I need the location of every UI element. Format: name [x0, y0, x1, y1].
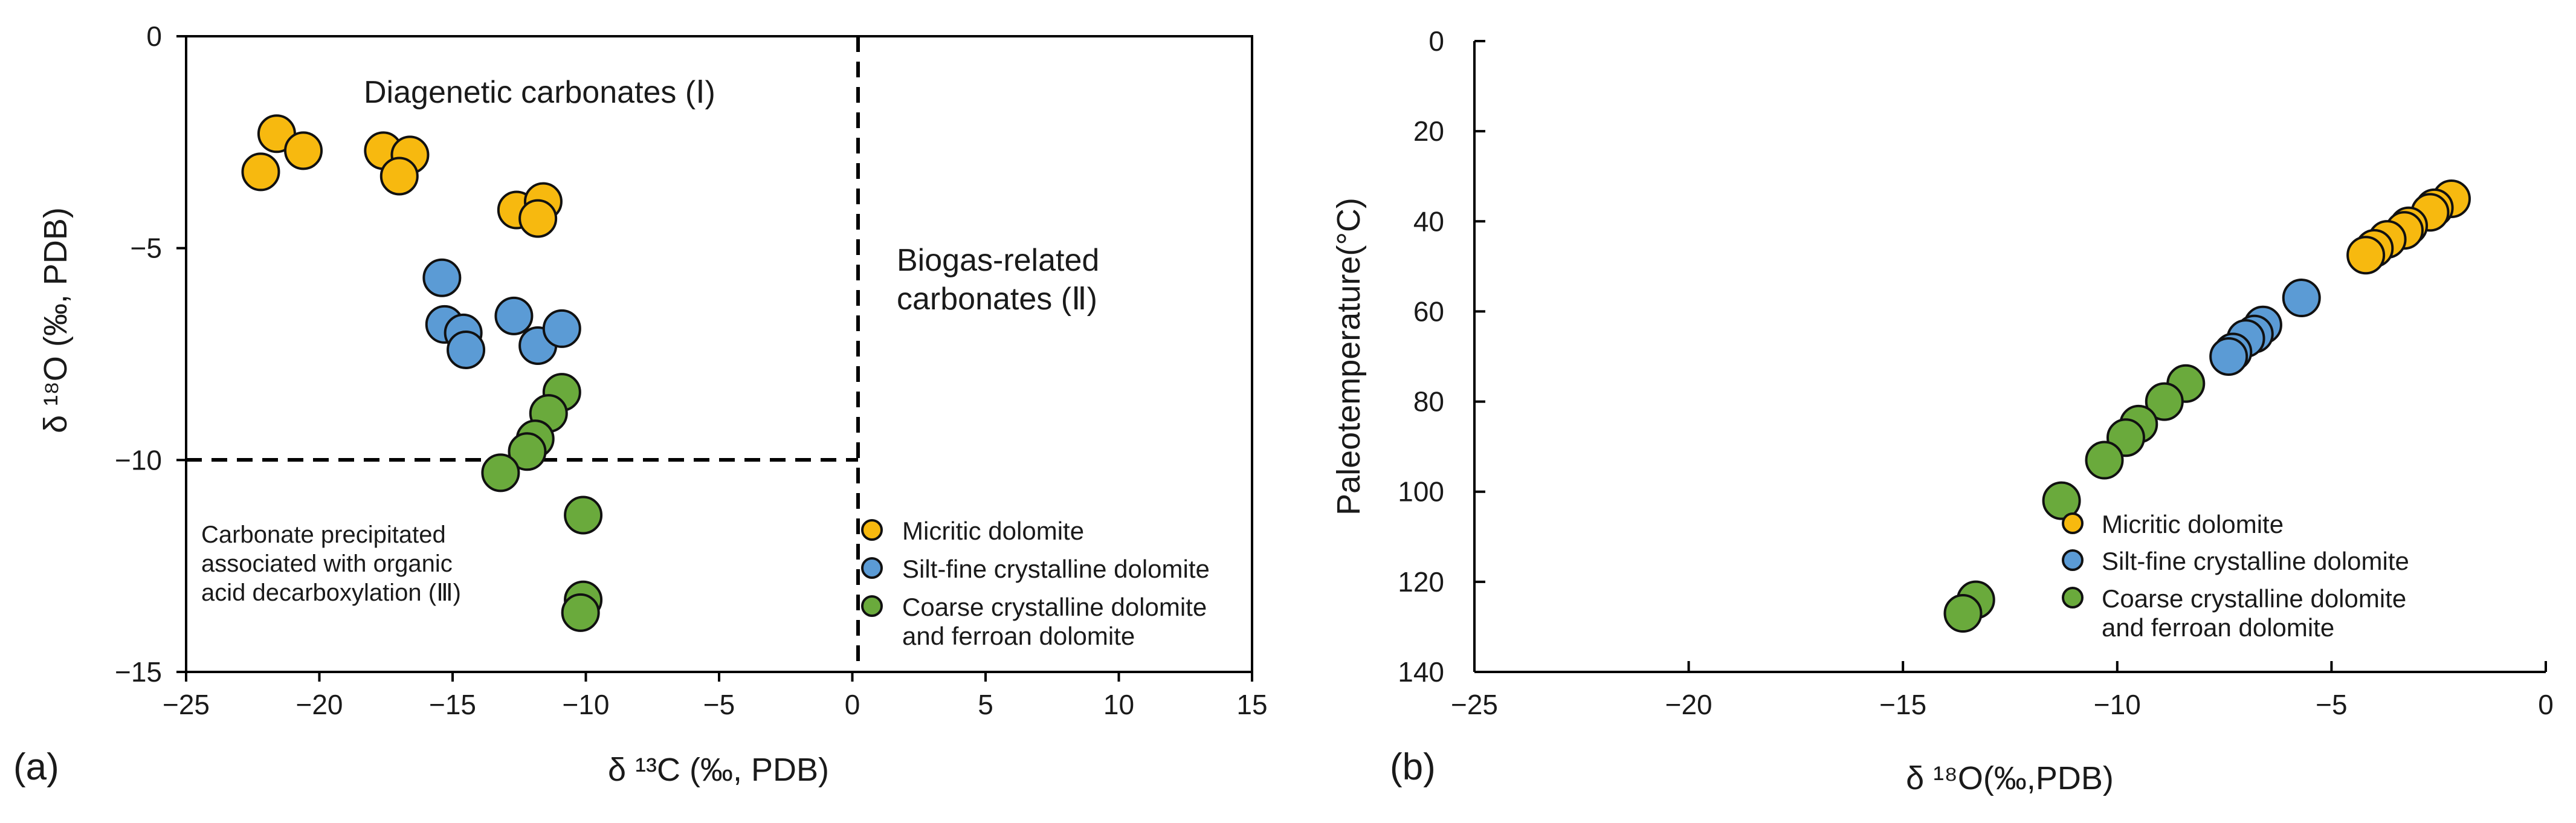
panel-a-x-tick-label: 0	[845, 689, 860, 720]
panel-a-x-tick-label: 5	[978, 689, 993, 720]
panel-a-x-tick-label: 10	[1103, 689, 1134, 720]
panel-a-data-point	[481, 453, 520, 492]
region-ii-label-line1: Biogas-related	[897, 243, 1099, 278]
legend-a-silt-marker	[861, 557, 883, 579]
panel-a-legend: Micritic dolomite Silt-fine crystalline …	[861, 517, 1210, 650]
panel-b-data-point	[2209, 337, 2248, 376]
panel-b-y-axis-title: Paleotemperature(°C)	[1331, 198, 1367, 515]
panel-b-x-tick-label: −25	[1451, 689, 1498, 720]
panel-a-data-point	[447, 330, 486, 369]
panel-a-y-ticks: 0 −5 −10 −15	[115, 21, 186, 688]
panel-b-data-point	[1943, 594, 1983, 633]
legend-a-coarse-label-line1: Coarse crystalline dolomite	[902, 593, 1207, 621]
panel-a-y-tick-label: 0	[146, 21, 162, 52]
panel-a-x-tick-label: −5	[703, 689, 735, 720]
panel-a-chart: −25 −20 −15 −10 −5 0 5 10 15 0 −5 −10 −15 Diageneti…	[13, 21, 1268, 788]
panel-b-y-tick-label: 80	[1413, 386, 1444, 418]
panel-b-legend: Micritic dolomite Silt-fine crystalline …	[2062, 510, 2409, 642]
panel-a-data-point	[542, 309, 581, 348]
panel-a-x-tick-label: −15	[429, 689, 476, 720]
region-ii-label-line2: carbonates (Ⅱ)	[897, 282, 1097, 317]
panel-a-data-point	[494, 296, 534, 335]
panel-b-y-tick-label: 0	[1428, 25, 1444, 57]
panel-a-data-points	[241, 114, 603, 632]
panel-a-data-point	[561, 593, 600, 632]
legend-a-silt-label: Silt-fine crystalline dolomite	[902, 555, 1210, 583]
panel-b-data-point	[2346, 236, 2386, 275]
panel-b-data-point	[2042, 481, 2081, 520]
panel-b-y-tick-label: 40	[1413, 205, 1444, 237]
panel-b-y-tick-label: 140	[1398, 656, 1444, 688]
region-iii-label-line1: Carbonate precipitated	[201, 521, 446, 548]
panel-a-data-point	[241, 152, 280, 192]
legend-b-silt-marker	[2062, 549, 2084, 571]
panel-b-label: (b)	[1390, 746, 1436, 788]
panel-a-data-point	[284, 131, 323, 170]
panel-a-data-point	[379, 157, 419, 196]
legend-a-micritic-label: Micritic dolomite	[902, 517, 1084, 545]
panel-b-y-tick-label: 120	[1398, 566, 1444, 598]
panel-b-data-point	[2145, 382, 2184, 421]
panel-a-data-point	[518, 199, 558, 238]
legend-b-coarse-label-line1: Coarse crystalline dolomite	[2102, 584, 2406, 613]
region-iii-label-line2: associated with organic	[201, 550, 453, 577]
legend-a-coarse-label-line2: and ferroan dolomite	[902, 622, 1135, 650]
panel-b-x-tick-label: 0	[2538, 689, 2554, 720]
panel-a-data-point	[564, 495, 603, 535]
panel-b-x-tick-label: −5	[2316, 689, 2347, 720]
panel-a-label: (a)	[13, 746, 59, 788]
panel-b-y-tick-label: 100	[1398, 476, 1444, 508]
panel-b-data-point	[2282, 279, 2321, 318]
panel-b-chart: −25 −20 −15 −10 −5 0 0 20 40 60 80 100 120 140 Micri…	[1331, 25, 2554, 796]
panel-a-x-tick-label: −20	[295, 689, 343, 720]
panel-a-x-tick-label: 15	[1236, 689, 1267, 720]
panel-a-x-axis-title: δ ¹³C (‰, PDB)	[608, 752, 829, 788]
panel-a-y-tick-label: −10	[115, 444, 162, 476]
panel-a-y-tick-label: −15	[115, 656, 162, 688]
panel-a-data-point	[508, 432, 547, 471]
panel-b-x-axis-title: δ ¹⁸O(‰,PDB)	[1906, 760, 2114, 796]
panel-b-x-tick-label: −10	[2094, 689, 2141, 720]
legend-b-micritic-label: Micritic dolomite	[2102, 510, 2284, 538]
panel-a-y-tick-label: −5	[131, 233, 162, 264]
legend-b-micritic-marker	[2062, 512, 2084, 534]
panel-b-y-tick-label: 20	[1413, 115, 1444, 147]
region-i-label: Diagenetic carbonates (Ⅰ)	[364, 75, 715, 110]
panel-b-x-tick-label: −20	[1665, 689, 1712, 720]
panel-b-data-point	[2085, 441, 2124, 480]
legend-a-coarse-marker	[861, 595, 883, 617]
panel-b-x-tick-label: −15	[1879, 689, 1926, 720]
panel-b-x-ticks: −25 −20 −15 −10 −5 0	[1451, 661, 2554, 720]
panel-b-data-points	[1943, 179, 2471, 633]
panel-a-x-tick-label: −25	[163, 689, 210, 720]
legend-b-coarse-marker	[2062, 587, 2084, 608]
legend-a-micritic-marker	[861, 519, 883, 541]
panel-a-x-tick-label: −10	[562, 689, 609, 720]
panel-b-y-ticks: 0 20 40 60 80 100 120 140	[1398, 25, 1485, 688]
panel-a-data-point	[422, 258, 462, 297]
panel-a-y-axis-title: δ ¹⁸O (‰, PDB)	[37, 207, 74, 433]
region-iii-label-line3: acid decarboxylation (Ⅲ)	[201, 579, 461, 606]
legend-b-silt-label: Silt-fine crystalline dolomite	[2102, 547, 2409, 575]
panel-a-x-ticks: −25 −20 −15 −10 −5 0 5 10 15	[163, 672, 1268, 720]
legend-b-coarse-label-line2: and ferroan dolomite	[2102, 613, 2334, 642]
panel-b-y-tick-label: 60	[1413, 295, 1444, 327]
